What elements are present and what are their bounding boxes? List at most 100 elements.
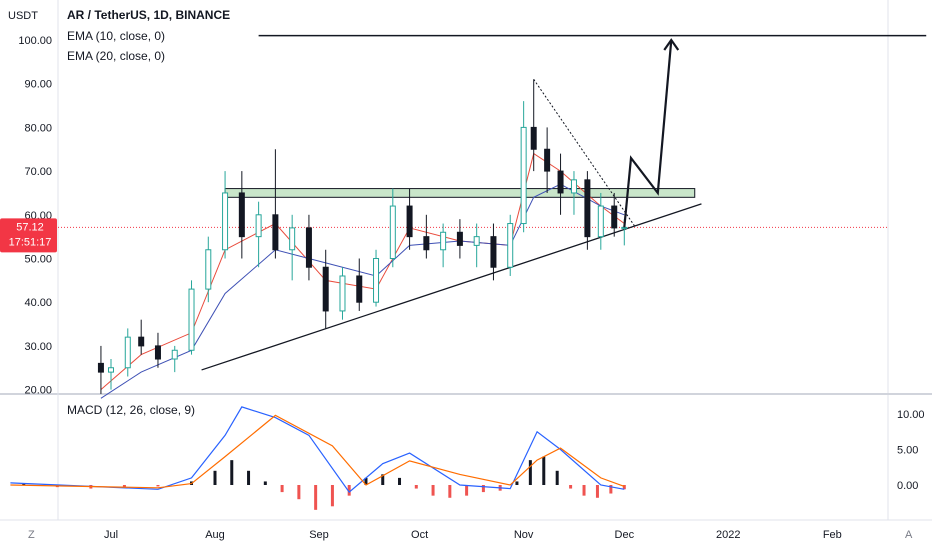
descending-trendline[interactable]: [533, 79, 635, 226]
candle-body: [97, 362, 104, 373]
macd-histogram-bar: [569, 485, 573, 489]
macd-histogram-bar: [465, 485, 469, 496]
candle-body: [322, 266, 329, 312]
time-tick-label: Aug: [205, 529, 225, 541]
macd-histogram-bar: [414, 485, 418, 489]
candle: [322, 249, 329, 329]
macd-histogram-bar: [297, 485, 301, 500]
price-tick-label: 90.00: [24, 79, 52, 91]
projection-arrow-path[interactable]: [623, 39, 673, 228]
macd-histogram-bar: [347, 485, 351, 496]
candle-body: [530, 126, 537, 150]
macd-legend[interactable]: MACD (12, 26, close, 9): [67, 403, 195, 417]
candle: [188, 280, 195, 355]
candle: [305, 214, 312, 281]
macd-histogram-bar: [528, 460, 532, 485]
price-axis-unit: USDT: [8, 10, 38, 22]
candle-body: [171, 349, 178, 360]
candle: [423, 214, 430, 259]
candle: [520, 101, 527, 233]
price-axis[interactable]: 100.0090.0080.0070.0060.0050.0040.0030.0…: [18, 35, 52, 397]
candle-body: [222, 192, 229, 251]
macd-histogram-bar: [230, 460, 234, 485]
auto-scale-button[interactable]: A: [905, 529, 913, 541]
candle: [440, 223, 447, 268]
candle-body: [507, 223, 514, 268]
price-tick-label: 20.00: [24, 385, 52, 397]
price-tick-label: 80.00: [24, 122, 52, 134]
macd-histogram-bar: [280, 485, 284, 493]
candle-body: [272, 214, 279, 251]
macd-histogram-bar: [542, 456, 546, 485]
candle: [490, 223, 497, 281]
current-price-tag: 57.12 17:51:17: [0, 218, 57, 253]
macd-histogram-bar: [213, 470, 217, 485]
macd-histogram-bar: [364, 477, 368, 485]
macd-histogram-bar: [515, 481, 519, 485]
candle-body: [289, 227, 296, 251]
macd-histogram-bar: [398, 477, 402, 485]
macd-histogram-bar: [622, 485, 626, 490]
candle: [255, 201, 262, 268]
candle-body: [389, 205, 396, 259]
candle-body: [473, 236, 480, 246]
time-axis[interactable]: Jul Aug Sep Oct Nov Dec 2022 Feb: [104, 529, 842, 541]
ema10-legend[interactable]: EMA (10, close, 0): [67, 29, 165, 43]
projection-arrow-head: [663, 38, 680, 51]
candle: [557, 153, 564, 215]
macd-histogram-bar: [330, 485, 334, 507]
current-price-value: 57.12: [16, 221, 44, 233]
candle-body: [305, 227, 312, 268]
candle-body: [621, 226, 628, 229]
resistance-zone[interactable]: [224, 188, 696, 198]
candle: [356, 258, 363, 311]
candle: [138, 319, 145, 355]
countdown-timer: 17:51:17: [9, 236, 52, 248]
macd-histogram-bar: [595, 485, 599, 498]
macd-histogram-bar: [582, 485, 586, 496]
price-tick-label: 50.00: [24, 254, 52, 266]
macd-histogram-bar: [431, 485, 435, 496]
candle: [406, 188, 413, 250]
candle-body: [108, 367, 114, 373]
macd-histogram-bar: [481, 485, 485, 493]
candle: [339, 267, 346, 320]
price-tick-label: 70.00: [24, 166, 52, 178]
candle: [570, 171, 577, 215]
candle: [171, 345, 178, 373]
candle: [373, 249, 380, 307]
time-tick-label: Nov: [514, 529, 534, 541]
macd-tick-label: 10.00: [897, 409, 925, 421]
price-tick-label: 40.00: [24, 297, 52, 309]
macd-histogram-bar: [122, 485, 126, 488]
time-tick-label: Dec: [615, 529, 635, 541]
macd-histogram-bar: [381, 474, 385, 485]
macd-tick-label: 0.00: [897, 480, 918, 492]
candle-body: [154, 345, 161, 360]
candle-body: [544, 148, 551, 172]
macd-axis[interactable]: 10.00 5.00 0.00: [897, 409, 925, 492]
support-trendline[interactable]: [201, 203, 702, 371]
macd-histogram-bar: [263, 481, 267, 485]
candle: [108, 359, 114, 390]
candle-body: [339, 275, 346, 312]
candle-body: [570, 179, 577, 194]
candle-body: [490, 236, 497, 268]
candle: [597, 192, 604, 250]
symbol-title[interactable]: AR / TetherUS, 1D, BINANCE: [67, 8, 230, 22]
time-tick-label: Sep: [309, 529, 329, 541]
ema20-legend[interactable]: EMA (20, close, 0): [67, 49, 165, 63]
candle: [611, 192, 618, 237]
candle-body: [520, 126, 527, 225]
price-tick-label: 100.00: [18, 35, 52, 47]
candle: [289, 214, 296, 281]
candle-body: [138, 336, 145, 347]
candle-body: [597, 205, 604, 238]
macd-histogram-bar: [156, 485, 160, 487]
time-tick-label: Oct: [411, 529, 428, 541]
macd-tick-label: 5.00: [897, 445, 918, 457]
macd-histogram-bar: [22, 483, 26, 485]
candle: [222, 171, 229, 259]
candle-body: [124, 336, 131, 369]
timezone-button[interactable]: Z: [28, 529, 35, 541]
